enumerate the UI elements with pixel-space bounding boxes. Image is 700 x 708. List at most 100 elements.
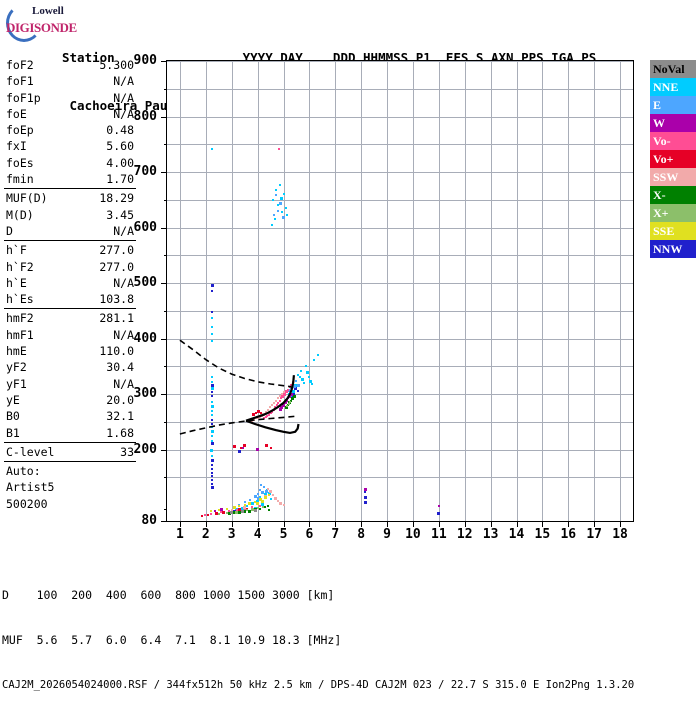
echo-point-vo- — [290, 384, 292, 386]
y-axis-label: 200 — [115, 445, 157, 455]
echo-point-nne — [211, 401, 213, 403]
auto-line: Auto: — [2, 463, 138, 479]
echo-point-nne — [211, 376, 213, 378]
y-axis-tick — [161, 228, 167, 229]
echo-point-nnw — [364, 496, 367, 499]
echo-point-ssw — [243, 506, 246, 509]
legend-item-label: NNE — [653, 80, 678, 94]
param-key: C-level — [6, 444, 54, 460]
gridline-vertical — [284, 61, 285, 521]
footer-distance-row: D 100 200 400 600 800 1000 1500 3000 [km… — [2, 588, 634, 603]
echo-point-vo- — [243, 444, 246, 447]
echo-point-nnw — [211, 419, 213, 421]
echo-point-x- — [268, 509, 270, 511]
echo-point-nne — [305, 365, 307, 367]
param-key: foF2 — [6, 57, 34, 73]
echo-point-x- — [226, 512, 228, 514]
gridline-horizontal — [167, 61, 633, 62]
echo-point-ssw — [256, 416, 259, 419]
param-value: 281.1 — [99, 310, 134, 326]
gridline-horizontal — [167, 89, 633, 90]
legend-item-noval[interactable]: NoVal — [650, 60, 696, 78]
param-row: h`F2 277.0 — [2, 259, 138, 275]
legend-item-label: W — [653, 116, 665, 130]
y-axis-label: 600 — [115, 223, 157, 233]
echo-point-vo- — [201, 515, 203, 517]
gridline-horizontal — [167, 339, 633, 340]
echo-point-nne — [211, 430, 214, 433]
gridline-vertical — [542, 61, 543, 521]
gridline-vertical — [491, 61, 492, 521]
gridline-vertical — [361, 61, 362, 521]
echo-point-sse — [210, 510, 212, 512]
echo-point-e — [295, 380, 297, 382]
echo-point-nne — [303, 382, 305, 384]
echo-point-ssw — [283, 504, 285, 506]
echo-point-vo- — [278, 148, 280, 150]
echo-point-nne — [271, 224, 273, 226]
param-row: h`Es 103.8 — [2, 291, 138, 307]
echo-point-e — [279, 202, 282, 205]
y-axis-tick — [164, 89, 167, 90]
echo-point-nnw — [211, 442, 214, 445]
echo-point-x- — [293, 395, 296, 398]
echo-point-nne — [280, 197, 283, 200]
gridline-horizontal — [167, 200, 633, 201]
y-axis-tick — [161, 283, 167, 284]
echo-point-x- — [289, 401, 291, 403]
legend-item-label: NNW — [653, 242, 682, 256]
param-value: 110.0 — [99, 343, 134, 359]
x-axis-label: 15 — [530, 529, 554, 541]
y-axis-tick — [164, 200, 167, 201]
echo-point-nne — [301, 378, 304, 381]
legend-item-e[interactable]: E — [650, 96, 696, 114]
y-axis-tick — [164, 144, 167, 145]
legend-item-nnw[interactable]: NNW — [650, 240, 696, 258]
echo-point-x- — [235, 511, 238, 514]
gridline-vertical — [180, 61, 181, 521]
legend-item-ssw[interactable]: SSW — [650, 168, 696, 186]
x-axis-label: 1 — [168, 529, 192, 541]
echo-point-nne — [311, 383, 313, 385]
param-divider — [4, 442, 136, 443]
param-value: 277.0 — [99, 242, 134, 258]
echo-point-noval — [230, 511, 233, 514]
echo-point-nnw — [211, 475, 213, 477]
echo-point-nne — [211, 410, 213, 412]
echo-point-nnw — [297, 390, 299, 392]
legend-item-vo-[interactable]: Vo+ — [650, 150, 696, 168]
echo-point-x- — [286, 405, 288, 407]
legend-item-nne[interactable]: NNE — [650, 78, 696, 96]
trace-muf-curve-lower — [180, 416, 297, 434]
echo-point-nne — [279, 184, 281, 186]
param-key: h`F — [6, 242, 27, 258]
echo-point-vo- — [285, 390, 288, 393]
ionogram-plot[interactable]: 1 2 3 4 5 6 7 8 9 10 11 12 13 14 15 16 17 18 80 200 300 400 50… — [166, 60, 634, 522]
echo-point-vo- — [240, 447, 242, 449]
gridline-vertical — [335, 61, 336, 521]
echo-point-nne — [313, 359, 315, 361]
param-key: fmin — [6, 171, 34, 187]
x-axis-label: 18 — [608, 529, 632, 541]
gridline-vertical — [465, 61, 466, 521]
legend-item-x-[interactable]: X+ — [650, 204, 696, 222]
legend-item-w[interactable]: W — [650, 114, 696, 132]
x-axis-label: 14 — [505, 529, 529, 541]
param-row: B1 1.68 — [2, 425, 138, 441]
legend-item-x-[interactable]: X- — [650, 186, 696, 204]
footer-muf-row: MUF 5.6 5.7 6.0 6.4 7.1 8.1 10.9 18.3 [M… — [2, 633, 634, 648]
echo-point-nne — [286, 214, 288, 216]
param-key: hmF2 — [6, 310, 34, 326]
echo-point-vo- — [289, 386, 291, 388]
echo-point-e — [249, 499, 251, 501]
param-key: yF1 — [6, 376, 27, 392]
legend-item-label: NoVal — [653, 62, 685, 76]
legend-item-sse[interactable]: SSE — [650, 222, 696, 240]
gridline-horizontal — [167, 477, 633, 478]
gridline-horizontal — [167, 255, 633, 256]
trace-muf-curve-upper — [180, 340, 291, 387]
gridline-horizontal — [167, 422, 633, 423]
param-row: foEp 0.48 — [2, 122, 138, 138]
plot-area[interactable]: 1 2 3 4 5 6 7 8 9 10 11 12 13 14 15 16 17 18 80 200 300 400 50… — [166, 60, 634, 522]
legend-item-vo-[interactable]: Vo- — [650, 132, 696, 150]
